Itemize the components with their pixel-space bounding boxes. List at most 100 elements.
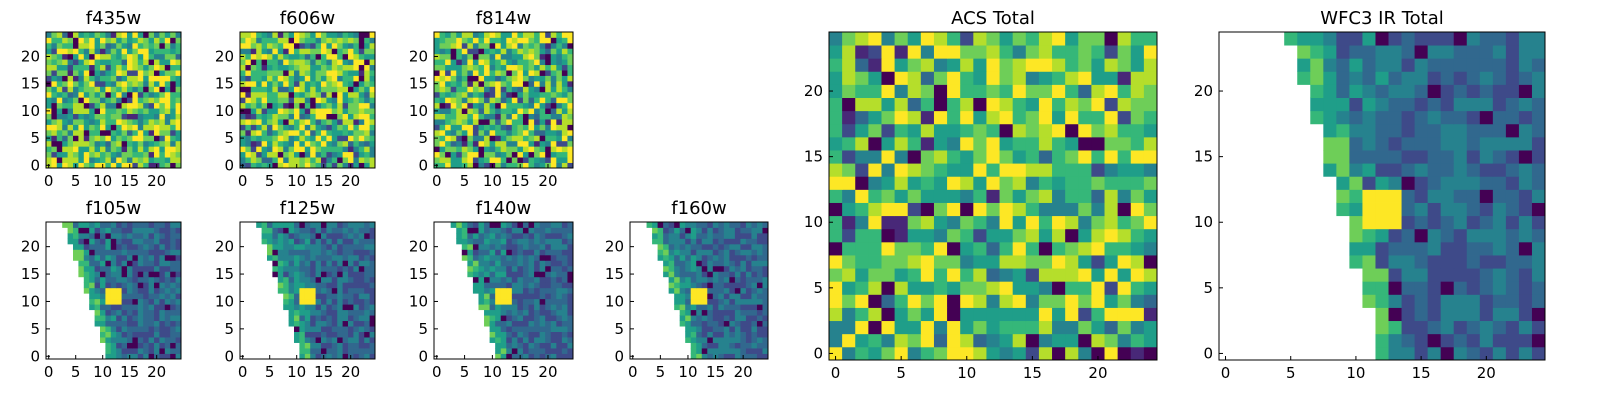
heatmap-cell xyxy=(528,232,535,239)
heatmap-cell xyxy=(567,320,574,327)
heatmap-cell xyxy=(740,222,747,228)
heatmap-cell xyxy=(310,162,316,169)
heatmap-cell xyxy=(175,222,182,228)
heatmap-cell xyxy=(100,331,106,338)
heatmap-cell xyxy=(1479,136,1494,151)
heatmap-cell xyxy=(999,123,1014,138)
heatmap-cell xyxy=(729,243,736,250)
heatmap-cell xyxy=(696,353,703,360)
heatmap-cell xyxy=(94,42,101,49)
heatmap-cell xyxy=(690,271,697,278)
heatmap-cell xyxy=(358,37,365,44)
heatmap-cell xyxy=(1479,71,1494,85)
heatmap-cell xyxy=(550,222,557,228)
heatmap-cell xyxy=(310,42,316,49)
heatmap-cell xyxy=(478,260,485,267)
heatmap-cell xyxy=(484,113,490,120)
heatmap-cell xyxy=(434,75,440,82)
heatmap-cell xyxy=(89,227,95,234)
heatmap-cell xyxy=(751,276,758,283)
heatmap-cell xyxy=(137,157,144,163)
heatmap-cell xyxy=(690,222,697,228)
heatmap-cell xyxy=(484,124,490,131)
heatmap-cell xyxy=(829,255,843,269)
heatmap-cell xyxy=(304,108,311,114)
heatmap-cell xyxy=(348,129,354,136)
heatmap-cell xyxy=(550,75,557,82)
heatmap-cell xyxy=(484,32,490,38)
heatmap-cell xyxy=(506,238,513,245)
heatmap-cell xyxy=(539,157,546,163)
heatmap-cell xyxy=(110,108,117,114)
heatmap-cell xyxy=(137,140,144,147)
heatmap-cell xyxy=(1375,333,1389,348)
heatmap-cell xyxy=(1362,150,1376,164)
heatmap-cell xyxy=(712,309,719,316)
heatmap-cell xyxy=(478,75,485,82)
heatmap-cell xyxy=(240,97,246,104)
heatmap-cell xyxy=(467,135,474,142)
heatmap-cell xyxy=(718,276,725,283)
heatmap-cell xyxy=(369,232,376,239)
heatmap-cell xyxy=(143,315,149,322)
heatmap-cell xyxy=(321,293,327,300)
heatmap-cell xyxy=(250,119,257,125)
heatmap-cell xyxy=(534,342,541,349)
heatmap-cell xyxy=(89,151,95,158)
heatmap-cell xyxy=(456,48,463,55)
heatmap-cell xyxy=(685,282,692,289)
heatmap-cell xyxy=(495,42,502,49)
heatmap-cell xyxy=(256,146,262,153)
heatmap-cell xyxy=(240,75,246,82)
heatmap-cell xyxy=(364,232,370,239)
heatmap-cell xyxy=(62,75,68,82)
heatmap-cell xyxy=(545,342,552,349)
heatmap-cell xyxy=(288,249,295,256)
heatmap-cell xyxy=(272,222,279,228)
heatmap-cell xyxy=(690,238,697,245)
heatmap-cell xyxy=(472,276,479,283)
heatmap-cell xyxy=(445,48,452,55)
heatmap-cell xyxy=(143,232,149,239)
heatmap-cell xyxy=(56,37,63,44)
heatmap-cell xyxy=(358,48,365,55)
heatmap-cell xyxy=(461,108,468,114)
heatmap-cell xyxy=(842,215,856,230)
heatmap-cell xyxy=(175,70,182,76)
heatmap-cell xyxy=(1388,333,1402,348)
heatmap-cell xyxy=(170,97,176,104)
heatmap-cell xyxy=(164,222,171,228)
heatmap-cell xyxy=(364,249,370,256)
heatmap-cell xyxy=(321,222,327,228)
heatmap-cell xyxy=(729,271,736,278)
heatmap-cell xyxy=(478,48,485,55)
heatmap-cell xyxy=(973,320,987,335)
heatmap-cell xyxy=(489,243,496,250)
heatmap-cell xyxy=(51,80,58,87)
heatmap-cell xyxy=(277,135,284,142)
heatmap-cell xyxy=(1025,32,1040,46)
heatmap-cell xyxy=(539,222,546,228)
heatmap-cell xyxy=(105,331,112,338)
heatmap-cell xyxy=(353,64,360,71)
heatmap-cell xyxy=(175,282,182,289)
heatmap-cell xyxy=(132,238,139,245)
heatmap-cell xyxy=(500,293,507,300)
heatmap-cell xyxy=(1375,202,1389,217)
heatmap-cell xyxy=(310,80,316,87)
heatmap-cell xyxy=(933,241,948,256)
heatmap-cell xyxy=(690,260,697,267)
heatmap-cell xyxy=(321,146,327,153)
heatmap-cell xyxy=(46,59,52,66)
heatmap-cell xyxy=(148,42,155,49)
heatmap-cell xyxy=(517,42,524,49)
heatmap-cell xyxy=(78,135,85,142)
heatmap-cell xyxy=(304,353,311,360)
heatmap-cell xyxy=(348,53,354,60)
heatmap-cell xyxy=(315,260,322,267)
heatmap-cell xyxy=(110,337,117,343)
heatmap-cell xyxy=(294,102,300,109)
heatmap-cell xyxy=(472,222,479,228)
heatmap-cell xyxy=(51,70,58,76)
heatmap-cell xyxy=(1091,150,1105,164)
